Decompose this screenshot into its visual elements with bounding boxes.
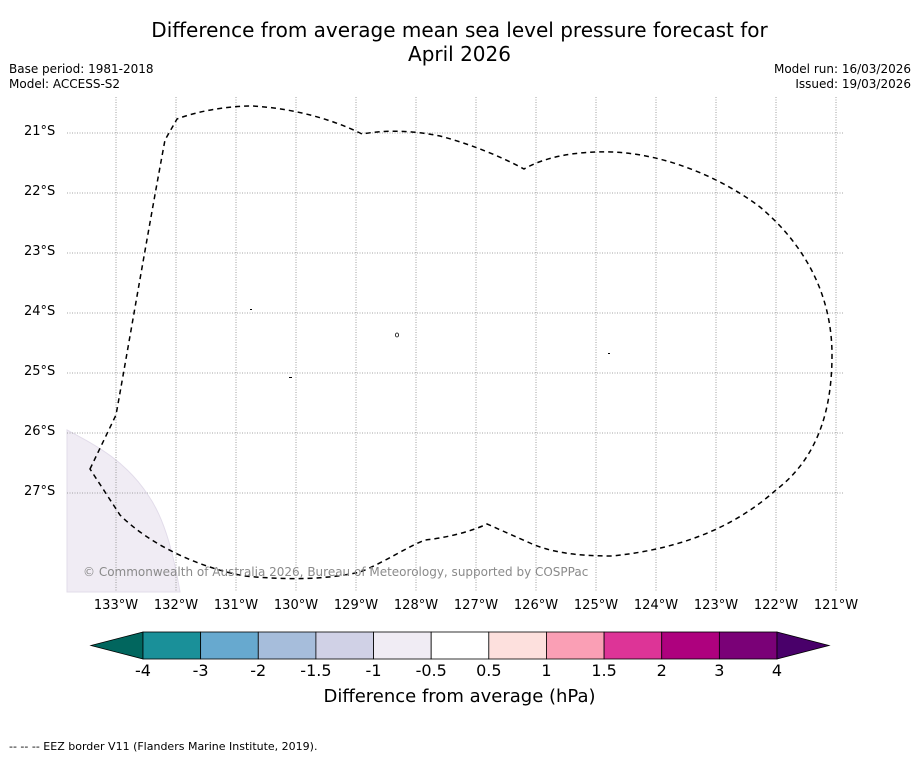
longitude-label: 131°W [213,598,259,613]
map-title: Difference from average mean sea level p… [0,18,919,66]
latitude-label: 21°S [24,124,56,139]
longitude-label: 133°W [93,598,139,613]
colorbar-tick: 0.5 [476,661,502,680]
latitude-gridlines [67,132,843,494]
latitude-label: 23°S [24,244,56,259]
copyright-notice: © Commonwealth of Australia 2026, Bureau… [83,565,589,579]
colorbar-swatch [718,631,778,660]
longitude-label: 125°W [573,598,619,613]
model-name: Model: ACCESS-S2 [9,77,121,91]
latitude-label: 25°S [24,364,56,379]
longitude-label: 132°W [153,598,199,613]
latitude-label: 26°S [24,424,56,439]
colorbar-swatch [430,631,490,660]
colorbar-swatch [142,631,202,660]
colorbar-tick: 3 [714,661,725,680]
colorbar-extend-high [776,631,831,660]
latitude-label: 27°S [24,484,56,499]
colorbar-swatch [257,631,317,660]
colorbar-tick: -1.5 [300,661,332,680]
colorbar-tick: 2 [656,661,667,680]
colorbar-tick: 1.5 [591,661,617,680]
colorbar-swatch [200,631,259,660]
meta-right: Model run: 16/03/2026 Issued: 19/03/2026 [774,62,911,92]
longitude-label: 122°W [753,598,799,613]
latitude-label: 22°S [24,184,56,199]
anomaly-shading-region [66,429,181,593]
colorbar-swatch [661,631,720,660]
island-marker [289,377,292,378]
colorbar-swatch [603,631,663,660]
island-marker [250,309,252,310]
longitude-label: 126°W [513,598,559,613]
issued-date: Issued: 19/03/2026 [795,77,911,91]
longitude-label: 127°W [453,598,499,613]
colorbar-tick: -0.5 [415,661,447,680]
latitude-label: 24°S [24,304,56,319]
longitude-label: 121°W [813,598,859,613]
colorbar-label: Difference from average (hPa) [323,686,596,707]
colorbar-swatch [373,631,432,660]
colorbar-extend-low [89,631,144,660]
colorbar [89,631,831,660]
footer-legend: -- -- -- EEZ border V11 (Flanders Marine… [9,740,318,753]
colorbar-tick: -1 [365,661,382,680]
colorbar-tick: -2 [250,661,267,680]
colorbar-tick: -3 [192,661,209,680]
colorbar-swatch [546,631,605,660]
longitude-gridlines [115,97,837,592]
island-marker [608,353,610,354]
longitude-label: 130°W [273,598,319,613]
longitude-label: 124°W [633,598,679,613]
map-title-line1: Difference from average mean sea level p… [151,18,768,42]
longitude-label: 129°W [333,598,379,613]
colorbar-tick: 1 [541,661,552,680]
island-marker [394,332,399,338]
eez-border [89,105,833,580]
model-run: Model run: 16/03/2026 [773,62,911,76]
islands [250,309,610,378]
base-period: Base period: 1981-2018 [9,62,154,76]
colorbar-tick: 4 [771,661,783,680]
colorbar-swatch [315,631,374,660]
longitude-label: 123°W [693,598,739,613]
map-title-line2: April 2026 [408,42,511,66]
colorbar-tick: -4 [135,661,151,680]
meta-left: Base period: 1981-2018 Model: ACCESS-S2 [9,62,154,92]
longitude-label: 128°W [393,598,439,613]
colorbar-swatch [488,631,547,660]
